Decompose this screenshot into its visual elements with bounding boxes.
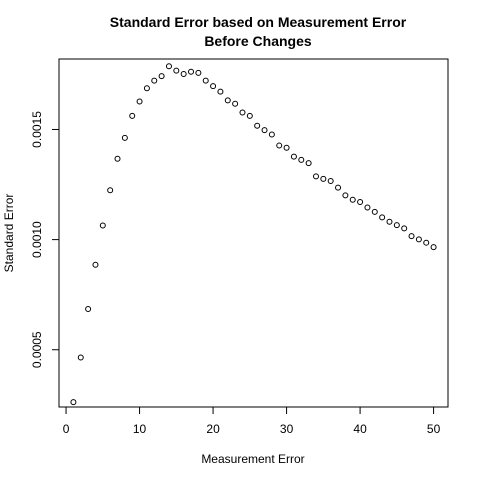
data-point xyxy=(188,68,195,75)
data-point xyxy=(386,218,393,225)
data-point xyxy=(320,175,327,182)
data-point xyxy=(408,233,415,240)
data-point xyxy=(114,155,121,162)
data-point xyxy=(151,77,158,84)
data-point xyxy=(165,63,172,70)
data-point xyxy=(298,156,305,163)
data-point xyxy=(210,83,217,90)
data-point xyxy=(342,192,349,199)
data-points xyxy=(70,63,437,406)
chart-title-line2: Before Changes xyxy=(204,33,312,49)
data-point xyxy=(217,88,224,95)
data-point xyxy=(430,244,437,251)
chart-title-line1: Standard Error based on Measurement Erro… xyxy=(110,14,407,30)
data-point xyxy=(107,187,114,194)
data-point xyxy=(92,261,99,268)
data-point xyxy=(423,239,430,246)
data-point xyxy=(401,225,408,232)
data-point xyxy=(232,100,239,107)
data-point xyxy=(70,399,77,406)
data-point xyxy=(276,142,283,149)
data-point xyxy=(312,173,319,180)
data-point xyxy=(349,196,356,203)
data-point xyxy=(371,208,378,215)
x-tick-label: 10 xyxy=(133,422,147,436)
data-point xyxy=(99,222,106,229)
y-tick-label: 0.0010 xyxy=(30,221,44,258)
data-point xyxy=(224,97,231,104)
data-point xyxy=(121,134,128,141)
x-tick-label: 40 xyxy=(353,422,367,436)
data-point xyxy=(379,214,386,221)
data-point xyxy=(195,69,202,76)
data-point xyxy=(268,131,275,138)
y-axis-label: Standard Error xyxy=(2,194,16,273)
y-tick-label: 0.0015 xyxy=(30,111,44,148)
data-point xyxy=(415,236,422,243)
data-point xyxy=(143,85,150,92)
data-point xyxy=(85,305,92,312)
x-tick-label: 50 xyxy=(427,422,441,436)
x-axis-label: Measurement Error xyxy=(201,452,304,466)
data-point xyxy=(327,178,334,185)
data-point xyxy=(136,98,143,105)
x-tick-label: 30 xyxy=(280,422,294,436)
data-point xyxy=(261,127,268,134)
data-point xyxy=(283,144,290,151)
data-point xyxy=(393,222,400,229)
data-point xyxy=(246,112,253,119)
plot-area-frame xyxy=(58,58,449,408)
data-point xyxy=(202,77,209,84)
x-tick-label: 20 xyxy=(206,422,220,436)
y-axis-ticks: 0.0005 0.0010 0.0015 xyxy=(30,111,59,368)
data-point xyxy=(335,184,342,191)
data-point xyxy=(254,122,261,129)
data-point xyxy=(180,70,187,77)
data-point xyxy=(290,153,297,160)
data-point xyxy=(77,354,84,361)
data-point xyxy=(357,198,364,205)
x-axis-ticks: 0 10 20 30 40 50 xyxy=(63,407,441,436)
data-point xyxy=(158,73,165,80)
x-tick-label: 0 xyxy=(63,422,70,436)
data-point xyxy=(239,109,246,116)
data-point xyxy=(305,160,312,167)
data-point xyxy=(173,67,180,74)
y-tick-label: 0.0005 xyxy=(30,331,44,368)
data-point xyxy=(364,204,371,211)
data-point xyxy=(129,112,136,119)
